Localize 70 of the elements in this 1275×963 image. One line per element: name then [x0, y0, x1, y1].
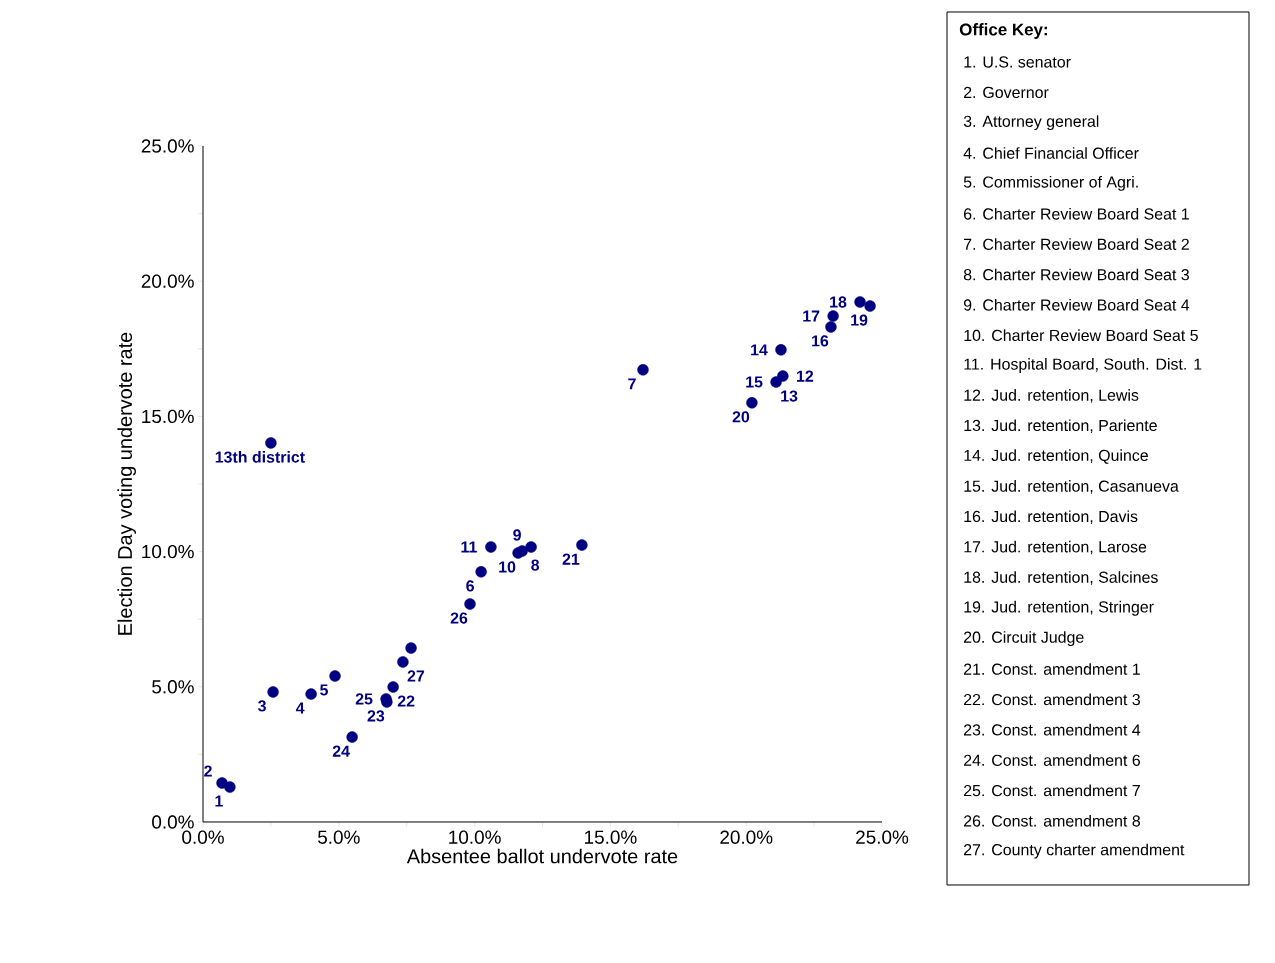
- annotation: 13: [781, 390, 798, 402]
- x-tick-label: 20.0%: [720, 830, 773, 844]
- annotation: 3: [258, 700, 266, 712]
- x-tick-label: 0.0%: [182, 830, 224, 844]
- text: 19. Jud. retention, Stringer: [964, 600, 1154, 616]
- text: 14. Jud. retention, Quince: [964, 449, 1148, 464]
- annotation: 20: [732, 411, 750, 423]
- text: 24. Const. amendment 6: [964, 754, 1140, 766]
- text: 16. Jud. retention, Davis: [964, 510, 1138, 524]
- annotation: 11: [461, 541, 477, 553]
- y-tick-label: 25.0%: [141, 139, 194, 153]
- text: 1. U.S. senator: [964, 56, 1071, 68]
- text: 25. Const. amendment 7: [964, 784, 1140, 797]
- text: 26. Const. amendment 8: [964, 814, 1140, 827]
- annotation: 14: [751, 344, 768, 356]
- y-tick-label: 5.0%: [152, 680, 194, 694]
- annotation: 2: [204, 765, 212, 777]
- annotation: 10: [499, 561, 516, 573]
- annotation: 12: [797, 370, 814, 382]
- text: 9. Charter Review Board Seat 4: [963, 298, 1190, 311]
- text: 11. Hospital Board, South. Dist. 1: [964, 358, 1202, 373]
- y-tick-label: 0.0%: [152, 815, 194, 829]
- text: 23. Const. amendment 4: [964, 723, 1141, 736]
- text: 20. Circuit Judge: [964, 631, 1084, 647]
- annotation: 17: [803, 310, 820, 322]
- text: 18. Jud. retention, Salcines: [964, 571, 1158, 585]
- annotation: 6: [466, 580, 474, 592]
- annotation: 4: [295, 702, 305, 714]
- annotation: 7: [628, 378, 636, 390]
- text: 27. County charter amendment: [964, 843, 1185, 859]
- x-tick-label: 15.0%: [585, 830, 637, 844]
- text: 22. Const. amendment 3: [964, 693, 1140, 706]
- text: 17. Jud. retention, Larose: [964, 540, 1147, 555]
- y-tick-label: 20.0%: [141, 274, 194, 288]
- y-tick-label: 10.0%: [142, 544, 194, 559]
- x-axis-title: Absentee ballot undervote rate: [406, 848, 678, 864]
- annotation: 9: [513, 529, 521, 541]
- text: 21. Const. amendment 1: [964, 663, 1140, 675]
- annotation: 24: [332, 745, 350, 757]
- text: 12. Jud. retention, Lewis: [964, 389, 1139, 403]
- text: 3. Attorney general: [963, 115, 1099, 131]
- annotation: 5: [320, 684, 328, 696]
- text: 10. Charter Review Board Seat 5: [964, 329, 1198, 342]
- text: 13. Jud. retention, Pariente: [964, 419, 1157, 433]
- text: 15. Jud. retention, Casanueva: [964, 480, 1179, 494]
- annotation: 15: [746, 376, 763, 388]
- text: Office Key:: [959, 23, 1047, 39]
- text: 8. Charter Review Board Seat 3: [963, 268, 1189, 281]
- x-tick-label: 10.0%: [449, 830, 501, 844]
- x-tick-label: 25.0%: [856, 830, 909, 844]
- annotation: 19: [851, 314, 868, 326]
- x-tick-label: 5.0%: [317, 830, 360, 844]
- text: 5. Commissioner of Agri.: [963, 175, 1138, 191]
- annotation: 22: [397, 695, 415, 707]
- text: 7. Charter Review Board Seat 2: [964, 238, 1189, 250]
- text: 6. Charter Review Board Seat 1: [964, 207, 1189, 220]
- text: 2. Governor: [964, 86, 1049, 99]
- annotation: 18: [830, 296, 847, 308]
- annotation: 23: [367, 710, 385, 722]
- y-tick-label: 15.0%: [142, 409, 194, 424]
- annotation: 26: [450, 612, 468, 624]
- y-axis-title: Election Day voting undervote rate: [117, 332, 136, 635]
- text: 4. Chief Financial Officer: [963, 147, 1139, 159]
- annotation: 21: [562, 553, 580, 565]
- annotation: 8: [531, 559, 540, 571]
- annotation: 13th district: [215, 451, 305, 463]
- annotation: 27: [407, 670, 425, 682]
- annotation: 25: [355, 693, 373, 705]
- annotation: 1: [215, 795, 223, 807]
- annotation: 16: [812, 335, 829, 347]
